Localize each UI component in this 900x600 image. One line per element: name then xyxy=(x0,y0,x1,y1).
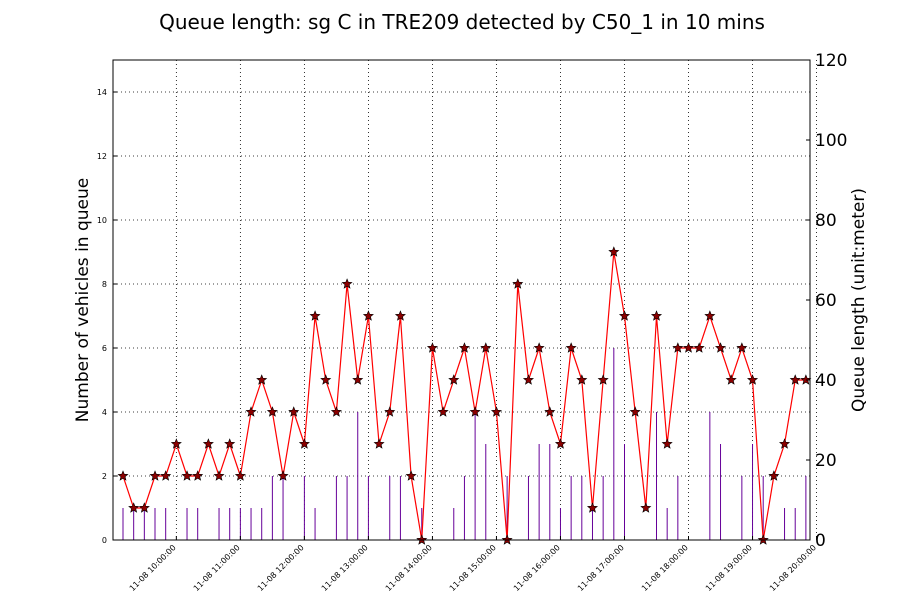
x-tick-label: 11-08 12:00:00 xyxy=(256,543,306,593)
line-point xyxy=(586,502,599,513)
line-point xyxy=(426,342,438,353)
line-point xyxy=(309,310,321,321)
right-tick-label: 80 xyxy=(815,211,837,231)
line-point xyxy=(789,374,801,385)
line-point xyxy=(736,342,748,353)
line-point xyxy=(522,374,534,385)
right-tick-label: 100 xyxy=(815,131,847,151)
line-point xyxy=(480,342,492,353)
line-point xyxy=(533,342,545,353)
line-point xyxy=(458,342,470,353)
left-tick-label: 6 xyxy=(102,344,107,353)
line-point xyxy=(394,310,406,321)
left-tick-label: 0 xyxy=(102,536,107,545)
line-point xyxy=(128,502,140,513)
line-point xyxy=(213,470,225,481)
right-tick-label: 120 xyxy=(815,51,847,71)
chart-title: Queue length: sg C in TRE209 detected by… xyxy=(159,10,765,34)
line-point xyxy=(234,470,246,481)
line-point xyxy=(341,278,353,289)
line-series xyxy=(117,246,812,545)
line-point xyxy=(693,342,705,353)
line-point xyxy=(288,406,300,417)
left-axis: 0 2 4 6 8 10 12 14 xyxy=(97,88,117,545)
right-axis: 0 20 40 60 80 100 120 xyxy=(806,51,847,551)
line-point xyxy=(618,310,631,321)
right-tick-label: 20 xyxy=(815,451,837,471)
grid-lines xyxy=(113,60,817,540)
line-point xyxy=(160,470,172,481)
line-point xyxy=(298,438,310,449)
x-tick-label: 11-08 10:00:00 xyxy=(128,543,178,593)
line-point xyxy=(512,278,524,289)
line-point xyxy=(256,374,268,385)
x-tick-label: 11-08 20:00:00 xyxy=(768,543,818,593)
plot-frame xyxy=(112,59,811,541)
line-point xyxy=(170,438,182,449)
left-tick-label: 8 xyxy=(102,280,107,289)
x-tick-label: 11-08 16:00:00 xyxy=(512,543,562,593)
line-point xyxy=(672,342,684,353)
line-point xyxy=(747,374,759,385)
line-point xyxy=(149,470,161,481)
line-point xyxy=(362,310,374,321)
line-point xyxy=(320,374,332,385)
line-point xyxy=(224,438,236,449)
line-point xyxy=(608,246,620,257)
right-tick-label: 40 xyxy=(815,371,837,391)
line-point xyxy=(554,438,566,449)
line-point xyxy=(490,406,502,417)
y-axis-label: Number of vehicles in queue xyxy=(73,178,93,422)
x-tick-label: 11-08 17:00:00 xyxy=(576,543,626,593)
line-point xyxy=(779,438,791,449)
x-tick-label: 11-08 19:00:00 xyxy=(704,543,754,593)
line-point xyxy=(437,406,449,417)
line-point xyxy=(384,406,396,417)
line-point xyxy=(469,406,481,417)
line-point xyxy=(704,310,716,321)
line-point xyxy=(117,470,129,481)
x-tick-label: 11-08 14:00:00 xyxy=(384,543,434,593)
line-point xyxy=(544,406,556,417)
line-point xyxy=(245,406,257,417)
line-point xyxy=(661,438,673,449)
x-tick-label: 11-08 13:00:00 xyxy=(320,543,370,593)
line-point xyxy=(266,406,278,417)
right-tick-label: 60 xyxy=(815,291,837,311)
line-point xyxy=(576,374,588,385)
line-point xyxy=(138,502,150,513)
line-point xyxy=(597,374,609,385)
line-point xyxy=(192,470,204,481)
x-axis: 11-08 10:00:00 11-08 11:00:00 11-08 12:00:… xyxy=(128,536,818,593)
bar-series xyxy=(122,348,807,540)
line-point xyxy=(181,470,193,481)
line-point xyxy=(565,342,577,353)
left-tick-label: 4 xyxy=(102,408,107,417)
line-point xyxy=(330,406,342,417)
x-tick-label: 11-08 15:00:00 xyxy=(448,543,498,593)
line-point xyxy=(650,310,663,321)
right-tick-label: 0 xyxy=(815,531,826,551)
line-point xyxy=(352,374,364,385)
y2-axis-label: Queue length (unit:meter) xyxy=(849,188,869,412)
line-point xyxy=(714,342,727,353)
line-point xyxy=(725,374,737,385)
line-point xyxy=(405,470,417,481)
line-point xyxy=(682,342,695,353)
line-point xyxy=(448,374,460,385)
left-tick-label: 12 xyxy=(97,152,107,161)
left-tick-label: 10 xyxy=(97,216,107,225)
line-point xyxy=(629,406,641,417)
x-tick-label: 11-08 18:00:00 xyxy=(640,543,690,593)
line-point xyxy=(768,470,780,481)
x-tick-label: 11-08 11:00:00 xyxy=(192,543,242,593)
line-point xyxy=(800,374,812,385)
left-tick-label: 14 xyxy=(97,88,107,97)
line-point xyxy=(373,438,385,449)
line-point xyxy=(277,470,289,481)
left-tick-label: 2 xyxy=(102,472,107,481)
line-point xyxy=(202,438,214,449)
line-point xyxy=(640,502,652,513)
